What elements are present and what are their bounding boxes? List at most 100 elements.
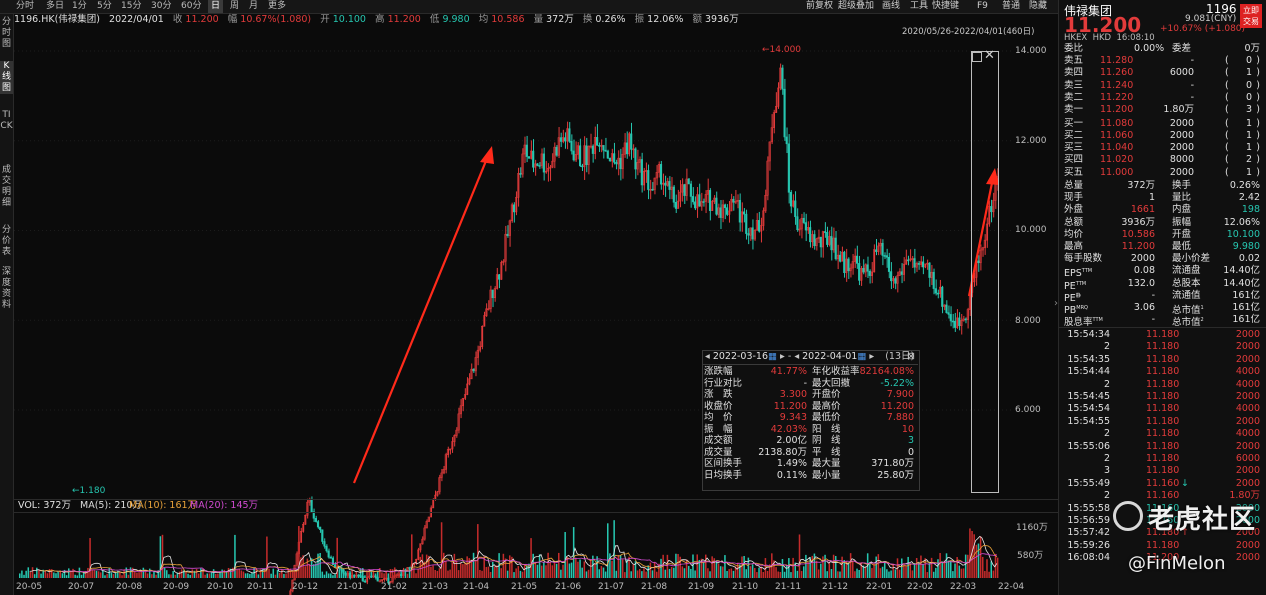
weicha-value: 0万 (1244, 43, 1260, 54)
calendar-icon[interactable]: ▦ (857, 351, 867, 362)
period-tab[interactable]: 1分 (72, 1, 87, 11)
candle-body (824, 231, 827, 233)
candle-body (932, 271, 935, 289)
tick-time: 15:54:54 (1067, 403, 1110, 415)
left-tab[interactable]: TICK (0, 110, 13, 131)
left-tab[interactable]: 成交明细 (1, 165, 11, 208)
kline-chart[interactable] (14, 38, 1058, 595)
period-tab[interactable]: 多日 (46, 1, 65, 11)
candle-body (953, 320, 957, 328)
volume-bar (615, 570, 618, 578)
period-tab[interactable]: 5分 (97, 1, 112, 11)
trade-now-button[interactable]: 立即交易 (1240, 4, 1262, 28)
candle-body (613, 153, 616, 163)
period-tab[interactable]: 周 (230, 1, 240, 11)
book-price[interactable]: 11.000 (1100, 166, 1134, 178)
volume-bar (298, 526, 300, 578)
volume-bar (830, 569, 833, 578)
tick-volume: 2000 (1235, 415, 1260, 427)
candle-body (723, 204, 727, 209)
book-price[interactable]: 11.040 (1100, 142, 1134, 154)
popup-stat-row: 成交额 2.00亿阴 线 3 (704, 435, 916, 446)
toolbar-button[interactable]: 前复权 (806, 1, 834, 11)
volume-bar (415, 573, 417, 578)
popup-end-date[interactable]: 2022-04-01 (802, 351, 858, 362)
volume-bar (509, 555, 511, 578)
prev-end-icon[interactable]: ◂ (794, 351, 800, 362)
book-price[interactable]: 11.220 (1100, 91, 1134, 103)
candle-body (606, 150, 609, 159)
change-value: 10.67%(1.080) (240, 14, 312, 25)
volume-bar (123, 569, 125, 578)
volume-bar (191, 569, 194, 578)
popup-stat-value: 11.200 (773, 400, 807, 412)
popup-start-date[interactable]: 2022-03-16 (712, 351, 769, 362)
quote-stat-label: 最低 (1172, 241, 1191, 253)
toolbar-button[interactable]: 画线 (882, 1, 901, 11)
toolbar-button[interactable]: 隐藏 (1029, 1, 1048, 11)
date-range-label[interactable]: 2020/05/26-2022/04/01(460日) (902, 27, 1035, 37)
quote-stat-value: 2000 (1130, 253, 1155, 265)
book-price[interactable]: 11.080 (1100, 117, 1134, 129)
popup-stat-label: 行业对比 (704, 377, 743, 389)
left-tab[interactable]: 分价表 (1, 225, 11, 257)
candle-body (870, 271, 874, 276)
candle-body (615, 161, 618, 165)
close-icon[interactable]: ✕ (984, 48, 995, 63)
candle-body (363, 580, 366, 583)
toolbar-button[interactable]: 超级叠加 (838, 1, 875, 11)
collapse-panel-icon[interactable]: › (1054, 298, 1058, 309)
toolbar-button[interactable]: 工具 (910, 1, 929, 11)
volume-bar (319, 553, 321, 578)
candle-body (783, 88, 786, 138)
book-paren: ) (1256, 142, 1260, 154)
book-price[interactable]: 11.020 (1100, 154, 1134, 166)
period-tab[interactable]: 15分 (121, 1, 142, 11)
volume-bar (952, 571, 954, 578)
volume-bar (945, 553, 948, 578)
volume-bar (707, 568, 709, 578)
volume-bar (485, 567, 488, 578)
next-end-icon[interactable]: ▸ (869, 351, 875, 362)
toolbar-button[interactable]: 快捷键 (932, 1, 960, 11)
volume-bar (302, 555, 304, 578)
close-icon[interactable]: ⊠ (907, 351, 915, 362)
left-tab[interactable]: K线图 (0, 61, 13, 94)
book-price[interactable]: 11.260 (1100, 67, 1134, 79)
left-tab[interactable]: 分时图 (1, 17, 11, 49)
volume-bar (698, 559, 701, 578)
candle-body (534, 163, 537, 168)
range-selection-box[interactable] (971, 51, 999, 493)
book-price[interactable]: 11.200 (1100, 104, 1134, 116)
period-tab[interactable]: 分时 (16, 1, 35, 11)
left-tab[interactable]: 深度资料 (1, 267, 11, 310)
period-tab[interactable]: 月 (249, 1, 259, 11)
period-tab[interactable]: 30分 (151, 1, 172, 11)
volume-bar (553, 561, 556, 578)
calendar-icon[interactable]: ▦ (768, 351, 778, 362)
book-price[interactable]: 11.240 (1100, 79, 1134, 91)
prev-start-icon[interactable]: ◂ (705, 351, 710, 362)
book-orders: 0 (1245, 79, 1252, 91)
candle-body (617, 157, 620, 165)
toolbar-button[interactable]: F9 (977, 1, 988, 11)
volume-bar (308, 563, 311, 578)
volume-bar (232, 567, 234, 578)
period-tab[interactable]: 更多 (268, 1, 287, 11)
maximize-icon[interactable] (972, 52, 982, 62)
quote-stat-value: 3.06 (1133, 302, 1155, 313)
min-price-marker: ←1.180 (72, 486, 105, 496)
quote-stat-label-text: 外盘 (1064, 204, 1084, 216)
toolbar-button[interactable]: 普通 (1002, 1, 1021, 11)
book-price[interactable]: 11.280 (1100, 55, 1134, 66)
volume-bar (242, 571, 245, 578)
period-tab[interactable]: 60分 (181, 1, 202, 11)
quote-stock-code: 1196 (1206, 2, 1237, 16)
period-tab[interactable]: 日 (208, 0, 224, 13)
volume-bar (176, 572, 179, 578)
book-quantity: - (1190, 55, 1194, 66)
book-price[interactable]: 11.060 (1100, 129, 1134, 141)
next-start-icon[interactable]: ▸ (780, 351, 785, 362)
vol-value: 372万 (546, 14, 574, 25)
volume-bar (790, 572, 792, 578)
